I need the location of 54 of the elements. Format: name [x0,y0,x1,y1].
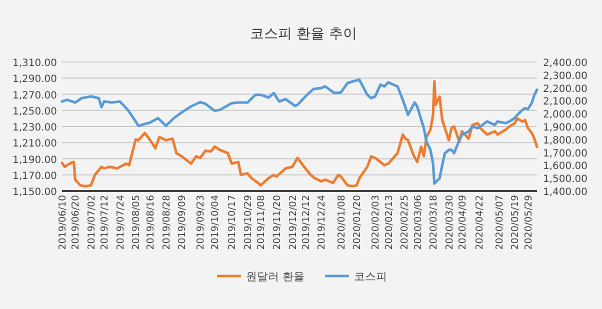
x-tick-label: 2019/09/09 [177,195,188,250]
x-tick-label: 2020/03/30 [444,195,456,250]
x-tick-label: 2019/12/24 [316,195,328,250]
x-tick-label: 2019/09/23 [196,195,207,250]
chart-title: 코스피 환율 추이 [250,26,357,42]
legend-label: 원달러 환율 [246,270,304,283]
x-tick-label: 2019/11/08 [256,195,268,250]
y-tick-label: 1,190.00 [12,154,57,166]
x-tick-label: 2020/04/22 [474,195,486,250]
y2-tick-label: 2,200.00 [543,84,588,95]
y2-tick-label: 1,400.00 [543,187,588,198]
y2-tick-label: 1,800.00 [543,135,588,146]
y2-tick-label: 2,100.00 [543,96,588,108]
x-tick-label: 2020/05/19 [510,195,522,250]
x-tick-label: 2019/11/20 [272,195,283,250]
x-tick-label: 2020/05/29 [523,195,534,250]
x-tick-label: 2020/05/07 [494,195,506,250]
x-tick-label: 2020/02/03 [370,195,382,250]
y2-tick-label: 2,300.00 [543,70,588,82]
y-tick-label: 1,290.00 [12,74,57,86]
x-tick-label: 2019/10/17 [227,195,238,250]
x-tick-label: 2019/10/29 [243,195,254,250]
x-tick-label: 2020/03/06 [412,195,424,250]
y2-tick-label: 2,400.00 [543,58,588,69]
y-tick-label: 1,170.00 [12,170,57,182]
x-tick-label: 2019/08/28 [161,195,172,250]
x-tick-label: 2020/01/20 [352,195,364,250]
y2-tick-label: 1,500.00 [543,174,588,186]
y2-tick-label: 1,600.00 [543,161,588,172]
legend-label: 코스피 [354,270,387,283]
x-tick-label: 2020/03/18 [428,195,440,250]
y-tick-label: 1,230.00 [12,122,57,134]
x-tick-label: 2019/08/16 [146,195,157,250]
y2-tick-label: 2,000.00 [543,110,588,121]
x-tick-label: 2019/08/05 [131,195,142,250]
y-tick-label: 1,150.00 [12,187,57,198]
x-tick-label: 2020/02/25 [400,195,411,250]
y-tick-label: 1,270.00 [12,90,57,102]
x-tick-label: 2020/02/13 [384,195,395,250]
x-tick-label: 2019/12/12 [300,195,312,250]
y2-tick-label: 1,700.00 [543,148,588,160]
x-tick-label: 2019/06/20 [70,195,82,250]
x-tick-label: 2019/12/02 [288,195,299,250]
x-tick-label: 2019/10/04 [210,195,222,250]
x-tick-label: 2019/07/02 [86,195,98,250]
x-tick-label: 2019/07/12 [100,195,111,250]
x-tick-label: 2020/04/09 [458,195,468,250]
x-tick-label: 2019/06/10 [58,195,68,250]
y-tick-label: 1,310.00 [12,58,57,69]
y2-tick-label: 1,900.00 [543,122,588,134]
y-tick-label: 1,250.00 [12,106,57,118]
x-tick-label: 2019/07/24 [115,195,126,250]
y-tick-label: 1,210.00 [12,138,57,150]
x-tick-label: 2020/01/08 [336,195,348,250]
